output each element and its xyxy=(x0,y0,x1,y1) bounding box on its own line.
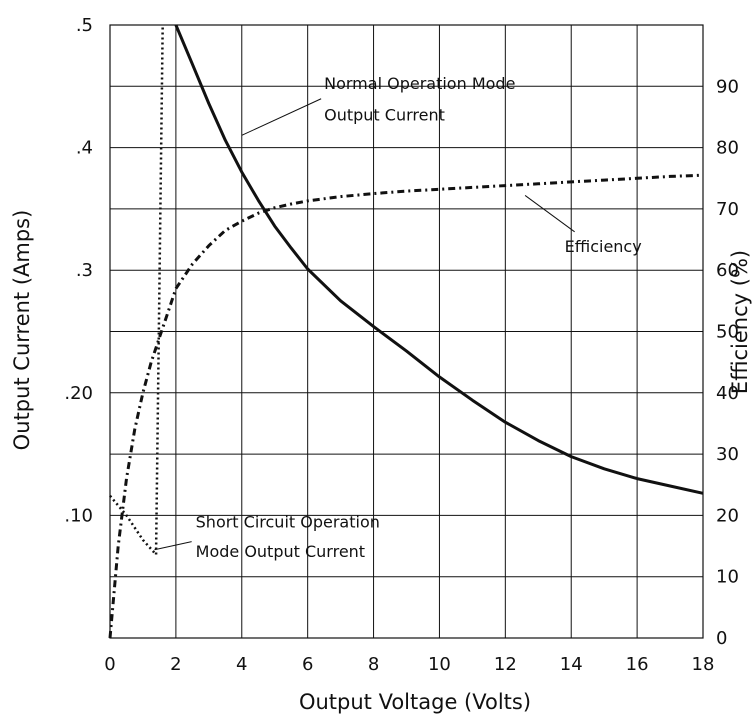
plot-frame xyxy=(109,24,704,639)
y2-axis-label: Efficiency (%) xyxy=(728,250,752,394)
annotation-leader xyxy=(154,541,192,551)
y-tick-label: .5 xyxy=(76,15,93,36)
x-tick-label: 10 xyxy=(428,654,451,675)
y2-tick-label: 30 xyxy=(716,444,739,465)
y-axis-label: Output Current (Amps) xyxy=(10,210,34,451)
tick-labels: 0 2 4 6 8 10 12 14 16 18 .10 .20 .3 .4 .5 0 10 20 30 40 50 60… xyxy=(64,15,739,675)
grid xyxy=(109,24,704,639)
x-tick-label: 6 xyxy=(302,654,313,675)
x-tick-label: 16 xyxy=(626,654,649,675)
y2-tick-label: 20 xyxy=(716,505,739,526)
y2-tick-label: 0 xyxy=(716,628,727,649)
x-axis-label: Output Voltage (Volts) xyxy=(299,690,531,714)
y2-tick-label: 50 xyxy=(716,322,739,343)
annotation-leader xyxy=(241,98,322,136)
y2-tick-label: 10 xyxy=(716,567,739,588)
x-tick-label: 14 xyxy=(560,654,583,675)
x-tick-label: 12 xyxy=(494,654,517,675)
y-tick-label: .10 xyxy=(64,505,93,526)
x-tick-label: 18 xyxy=(692,654,715,675)
y-tick-label: .20 xyxy=(64,383,93,404)
annotations: Normal Operation Mode Output Current Effic… xyxy=(154,74,642,561)
annotation-label: Mode Output Current xyxy=(196,542,365,561)
normal-current-line xyxy=(174,24,704,495)
annotation-label: Output Current xyxy=(324,106,445,125)
x-tick-label: 0 xyxy=(104,654,115,675)
annotation-label: Short Circuit Operation xyxy=(196,513,380,532)
series-layer xyxy=(108,24,704,639)
x-tick-label: 8 xyxy=(368,654,379,675)
y-tick-label: .4 xyxy=(76,138,93,159)
annotation-label: Normal Operation Mode xyxy=(324,74,515,93)
y-tick-label: .3 xyxy=(76,260,93,281)
y2-tick-label: 90 xyxy=(716,76,739,97)
y2-tick-label: 40 xyxy=(716,383,739,404)
short-circuit-current-line xyxy=(109,24,164,556)
y2-tick-label: 60 xyxy=(716,260,739,281)
efficiency-line xyxy=(108,173,704,639)
x-tick-label: 4 xyxy=(236,654,247,675)
annotation-label: Efficiency xyxy=(565,237,642,256)
y2-tick-label: 80 xyxy=(716,138,739,159)
y2-tick-label: 70 xyxy=(716,199,739,220)
x-tick-label: 2 xyxy=(170,654,181,675)
annotation-leader xyxy=(524,195,575,233)
